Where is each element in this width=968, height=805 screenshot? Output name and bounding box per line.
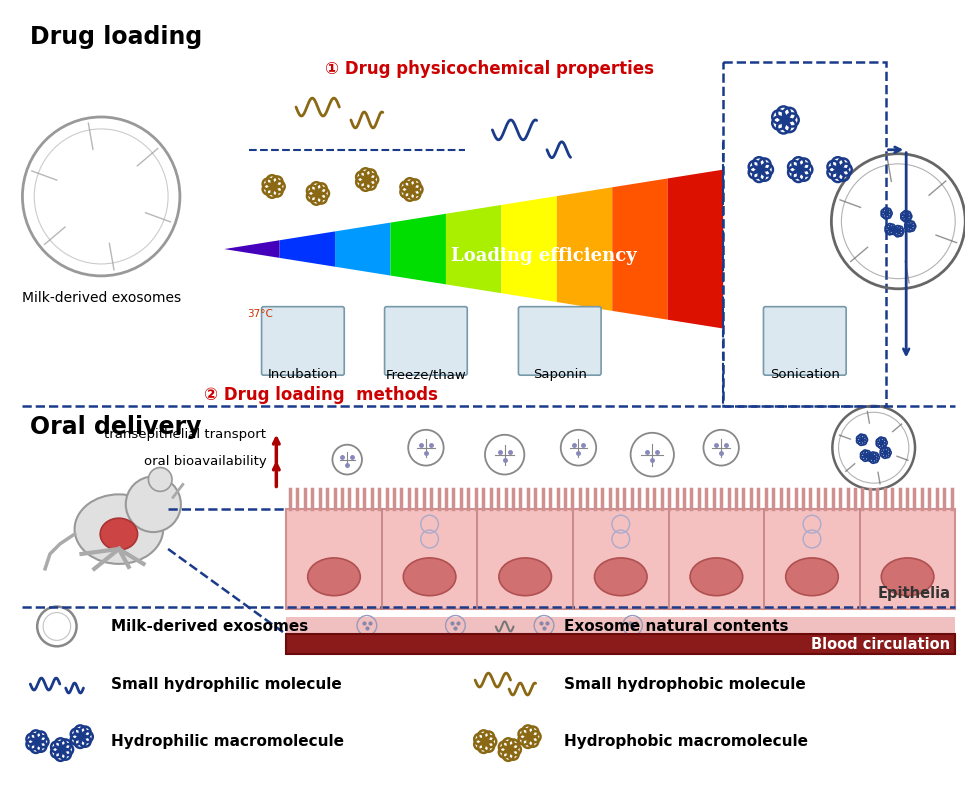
Ellipse shape <box>690 558 742 596</box>
Text: Sonication: Sonication <box>770 368 840 382</box>
Text: Oral delivery: Oral delivery <box>30 415 201 439</box>
Bar <box>723 62 886 406</box>
Text: Exosome natural contents: Exosome natural contents <box>563 619 788 634</box>
Bar <box>287 510 955 609</box>
Circle shape <box>126 477 181 532</box>
Ellipse shape <box>594 558 647 596</box>
Text: Saponin: Saponin <box>532 368 587 382</box>
FancyBboxPatch shape <box>261 307 345 375</box>
Text: Milk-derived exosomes: Milk-derived exosomes <box>111 619 308 634</box>
Bar <box>287 634 955 654</box>
Polygon shape <box>390 214 446 284</box>
Text: Hydrophilic macromolecule: Hydrophilic macromolecule <box>111 734 344 749</box>
Polygon shape <box>446 205 501 293</box>
Text: 37°C: 37°C <box>247 308 273 319</box>
Text: Blood circulation: Blood circulation <box>811 637 951 652</box>
Text: oral bioavailability: oral bioavailability <box>143 455 266 468</box>
Text: Epithelia: Epithelia <box>877 585 951 601</box>
Polygon shape <box>335 223 390 275</box>
Polygon shape <box>501 196 557 302</box>
Text: ② Drug loading  methods: ② Drug loading methods <box>204 386 439 404</box>
Bar <box>287 617 955 634</box>
Ellipse shape <box>404 558 456 596</box>
Polygon shape <box>668 170 723 328</box>
Text: transepithelial transport: transepithelial transport <box>105 428 266 441</box>
Polygon shape <box>612 179 668 320</box>
Text: Incubation: Incubation <box>268 368 338 382</box>
Ellipse shape <box>786 558 838 596</box>
Polygon shape <box>557 188 612 311</box>
FancyBboxPatch shape <box>384 307 468 375</box>
Text: Milk-derived exosomes: Milk-derived exosomes <box>21 291 181 305</box>
Ellipse shape <box>100 518 137 550</box>
FancyBboxPatch shape <box>519 307 601 375</box>
Text: Drug loading: Drug loading <box>30 25 202 48</box>
FancyBboxPatch shape <box>764 307 846 375</box>
Text: Small hydrophobic molecule: Small hydrophobic molecule <box>563 676 805 691</box>
Text: Freeze/thaw: Freeze/thaw <box>385 368 467 382</box>
Ellipse shape <box>75 494 164 564</box>
Text: ① Drug physicochemical properties: ① Drug physicochemical properties <box>325 60 654 78</box>
Ellipse shape <box>308 558 360 596</box>
Circle shape <box>148 468 172 491</box>
Ellipse shape <box>881 558 934 596</box>
Text: Loading efficiency: Loading efficiency <box>451 247 637 265</box>
Ellipse shape <box>499 558 552 596</box>
Polygon shape <box>225 240 280 258</box>
Text: Hydrophobic macromolecule: Hydrophobic macromolecule <box>563 734 807 749</box>
Polygon shape <box>280 231 335 266</box>
Text: Small hydrophilic molecule: Small hydrophilic molecule <box>111 676 342 691</box>
